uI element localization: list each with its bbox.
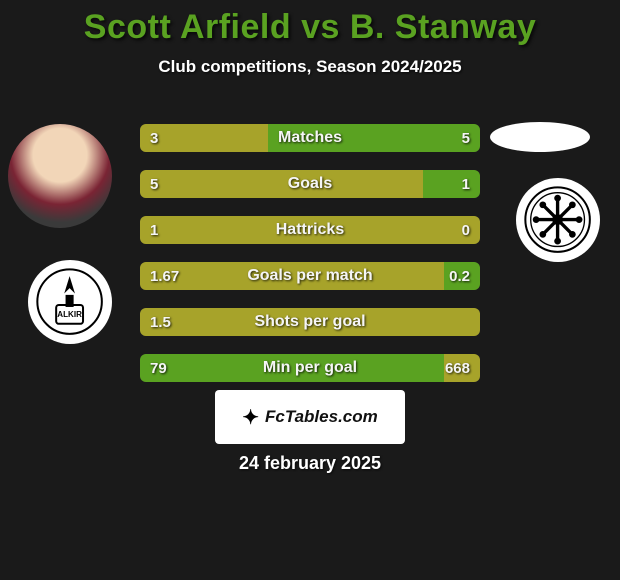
club-left-icon: ALKIR <box>36 268 103 335</box>
metric-row: Shots per goal1.5 <box>140 308 480 336</box>
bar-right-fill <box>268 124 481 152</box>
date-label: 24 february 2025 <box>0 453 620 474</box>
club-left-badge: ALKIR <box>28 260 112 344</box>
bar-left-fill <box>140 216 480 244</box>
metric-row: Hattricks10 <box>140 216 480 244</box>
metric-row: Matches35 <box>140 124 480 152</box>
attribution-text: FcTables.com <box>265 407 378 427</box>
comparison-bars: Matches35 Goals51 Hattricks10 Goals per mat… <box>140 124 480 400</box>
club-right-icon <box>524 186 591 253</box>
svg-text:ALKIR: ALKIR <box>58 310 83 319</box>
attribution-icon: ✦ <box>242 405 259 430</box>
metric-row: Min per goal79668 <box>140 354 480 382</box>
attribution-badge: ✦ FcTables.com <box>215 390 405 444</box>
bar-left-fill <box>140 354 444 382</box>
bar-right-fill <box>444 262 480 290</box>
bar-left-fill <box>140 170 423 198</box>
metric-row: Goals per match1.670.2 <box>140 262 480 290</box>
bar-left-fill <box>140 262 444 290</box>
bar-right-fill <box>423 170 480 198</box>
bar-left-fill <box>140 308 480 336</box>
subtitle: Club competitions, Season 2024/2025 <box>0 57 620 77</box>
bar-left-fill <box>140 124 268 152</box>
page-title: Scott Arfield vs B. Stanway <box>0 0 620 47</box>
club-right-badge <box>516 178 600 262</box>
player-left-avatar <box>8 124 112 228</box>
bar-right-fill <box>444 354 480 382</box>
metric-row: Goals51 <box>140 170 480 198</box>
player-right-avatar <box>490 122 590 152</box>
